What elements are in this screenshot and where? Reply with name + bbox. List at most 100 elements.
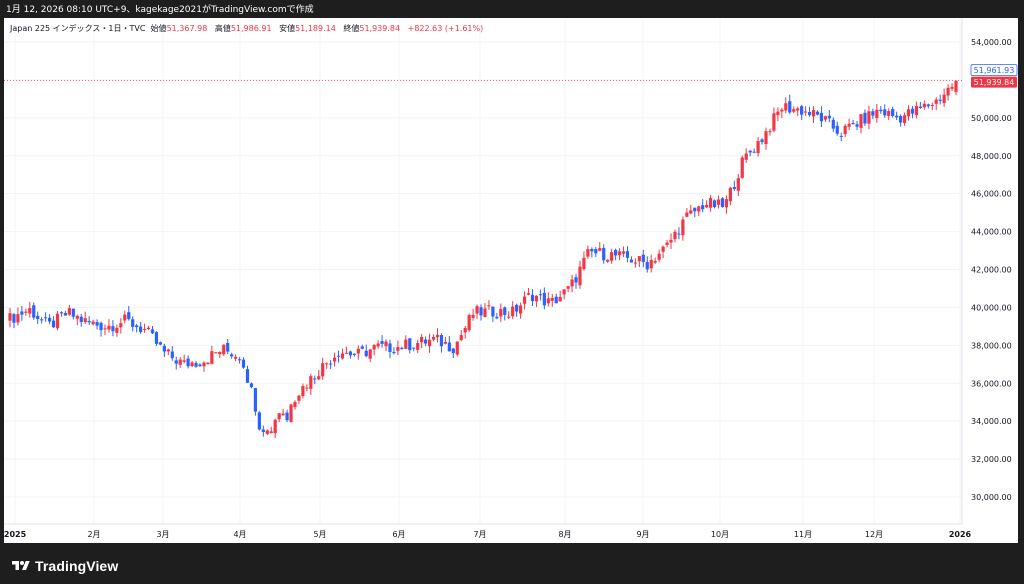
- candle-body: [297, 395, 301, 401]
- candle: [827, 109, 831, 123]
- candle-body: [910, 108, 915, 114]
- candle: [530, 289, 535, 306]
- candle: [507, 311, 511, 320]
- candle: [202, 361, 206, 372]
- candle: [99, 321, 103, 337]
- candle: [491, 306, 495, 322]
- y-tick-label: 54,000.00: [971, 38, 1012, 47]
- candle-body: [79, 316, 83, 323]
- candle-body: [115, 327, 119, 333]
- candle: [800, 104, 804, 120]
- candle: [522, 291, 527, 310]
- candle-body: [891, 109, 895, 117]
- tradingview-logo[interactable]: TradingView: [12, 556, 118, 576]
- candle-body: [554, 296, 558, 304]
- candle-body: [705, 204, 709, 208]
- candle-body: [451, 348, 455, 354]
- candle: [281, 408, 285, 416]
- candle: [166, 348, 170, 356]
- candle-body: [447, 342, 451, 352]
- candle-body: [760, 139, 764, 143]
- candle-body: [83, 318, 87, 323]
- candle: [554, 293, 558, 304]
- candle-body: [420, 336, 424, 343]
- candle: [261, 425, 265, 437]
- candle: [946, 84, 950, 101]
- candle-body: [135, 325, 139, 328]
- candle-body: [519, 305, 523, 314]
- x-tick-label: 2026: [949, 530, 972, 539]
- candle: [71, 308, 75, 320]
- candle-body: [906, 109, 911, 117]
- candle: [701, 199, 705, 213]
- candle: [91, 319, 95, 326]
- candle: [724, 195, 729, 214]
- candle: [234, 354, 238, 362]
- candle-body: [289, 404, 293, 422]
- candle-body: [111, 326, 115, 332]
- candle-body: [230, 354, 234, 357]
- candle-body: [938, 99, 942, 101]
- candle-body: [902, 115, 907, 124]
- candle-body: [538, 294, 542, 296]
- candle: [515, 303, 519, 317]
- candlestick-chart[interactable]: 54,000.0052,000.0050,000.0048,000.0046,0…: [4, 18, 1018, 543]
- candle-body: [883, 109, 887, 116]
- candle: [653, 257, 657, 264]
- candle: [226, 338, 230, 355]
- candle-body: [336, 355, 341, 357]
- candle-body: [416, 343, 420, 350]
- candle: [400, 346, 404, 350]
- candle-body: [412, 347, 416, 349]
- candle-body: [491, 306, 495, 317]
- candle-body: [439, 335, 444, 347]
- candle-body: [194, 363, 198, 367]
- tradingview-logo-icon: [12, 561, 30, 570]
- candle-body: [839, 135, 843, 137]
- candle: [641, 249, 645, 268]
- candle: [210, 345, 214, 365]
- symbol-title[interactable]: Japan 225 インデックス・1日・TVC: [10, 24, 146, 33]
- chart-panel[interactable]: Japan 225 インデックス・1日・TVC 始値51,367.98 高値51…: [4, 18, 1018, 543]
- candle-body: [780, 109, 784, 112]
- candle-body: [443, 341, 447, 344]
- candle-body: [427, 339, 432, 347]
- candle-body: [281, 413, 285, 416]
- candle: [131, 316, 135, 332]
- candle-body: [226, 342, 230, 352]
- prev-price-tag: 51,961.93: [970, 64, 1018, 77]
- candle-body: [815, 111, 820, 115]
- candle-body: [142, 328, 147, 330]
- candle-body: [237, 359, 242, 361]
- candle-body: [586, 249, 590, 257]
- candle-body: [827, 115, 831, 119]
- candle: [930, 102, 934, 111]
- candle: [807, 106, 812, 117]
- candle-body: [305, 387, 309, 389]
- candle: [598, 242, 602, 252]
- candle: [811, 106, 816, 123]
- candle-body: [309, 376, 313, 389]
- candle: [115, 324, 119, 337]
- candle-body: [914, 106, 919, 116]
- candle-body: [202, 362, 206, 367]
- candle-body: [530, 294, 535, 302]
- candle: [883, 104, 887, 118]
- x-tick-label: 11月: [794, 530, 812, 539]
- candle-body: [898, 115, 903, 123]
- chart-caption: 1月 12, 2026 08:10 UTC+9、kagekage2021がTra…: [6, 5, 314, 15]
- candle-body: [835, 125, 839, 134]
- candle-body: [685, 212, 689, 217]
- candle-body: [131, 319, 135, 327]
- candle: [526, 288, 531, 296]
- y-tick-label: 38,000.00: [971, 341, 1012, 350]
- candle-body: [792, 109, 796, 112]
- candle-body: [562, 289, 566, 295]
- candle-body: [475, 306, 479, 314]
- candle-body: [400, 347, 404, 350]
- candle: [111, 320, 115, 337]
- candle-body: [91, 321, 95, 325]
- candle: [815, 110, 820, 116]
- candle: [416, 339, 420, 353]
- candle-body: [526, 293, 531, 295]
